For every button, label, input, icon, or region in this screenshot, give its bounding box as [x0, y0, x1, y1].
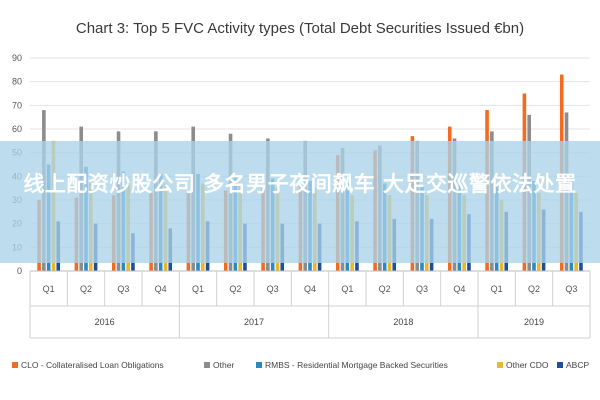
overlay-headline: 线上配资炒股公司 多名男子夜间飙车 大足交巡警依法处置	[23, 172, 577, 196]
legend-label: ABCP	[566, 360, 589, 370]
legend-label: CLO - Collateralised Loan Obligations	[21, 360, 164, 370]
legend-label: RMBS - Residential Mortgage Backed Secur…	[265, 360, 448, 370]
x-tick-label: Q3	[565, 284, 577, 294]
x-tick-label: Q4	[155, 284, 167, 294]
legend-swatch	[557, 362, 563, 368]
x-tick-label: Q1	[192, 284, 204, 294]
legend-swatch	[256, 362, 262, 368]
y-tick-label: 90	[12, 53, 22, 63]
y-tick-label: 60	[12, 124, 22, 134]
x-tick-label: Q2	[379, 284, 391, 294]
legend: CLO - Collateralised Loan Obligations Oth…	[12, 360, 589, 370]
x-tick-label: Q4	[453, 284, 465, 294]
x-tick-label: Q4	[304, 284, 316, 294]
y-tick-label: 0	[17, 266, 22, 276]
x-tick-label: Q1	[491, 284, 503, 294]
year-label: 2016	[95, 317, 115, 327]
x-tick-label: Q3	[267, 284, 279, 294]
overlay-banner	[0, 141, 600, 263]
x-tick-label: Q3	[416, 284, 428, 294]
x-axis: Q1 Q2 Q3 Q4 Q1 Q2 Q3 Q4 Q1 Q2 Q3 Q4 Q1 Q2 Q3 2016 2017 20…	[29, 270, 591, 339]
chart-title: Chart 3: Top 5 FVC Activity types (Total…	[76, 20, 524, 37]
x-tick-label: Q3	[117, 284, 129, 294]
x-tick-label: Q2	[80, 284, 92, 294]
legend-label: Other CDO	[506, 360, 549, 370]
legend-swatch	[497, 362, 503, 368]
y-tick-label: 70	[12, 100, 22, 110]
x-tick-label: Q1	[43, 284, 55, 294]
year-label: 2018	[393, 317, 413, 327]
legend-label: Other	[213, 360, 234, 370]
x-tick-label: Q2	[528, 284, 540, 294]
legend-swatch	[204, 362, 210, 368]
x-tick-label: Q2	[229, 284, 241, 294]
legend-swatch	[12, 362, 18, 368]
x-tick-label: Q1	[341, 284, 353, 294]
y-tick-label: 80	[12, 77, 22, 87]
year-label: 2019	[524, 317, 544, 327]
year-label: 2017	[244, 317, 264, 327]
